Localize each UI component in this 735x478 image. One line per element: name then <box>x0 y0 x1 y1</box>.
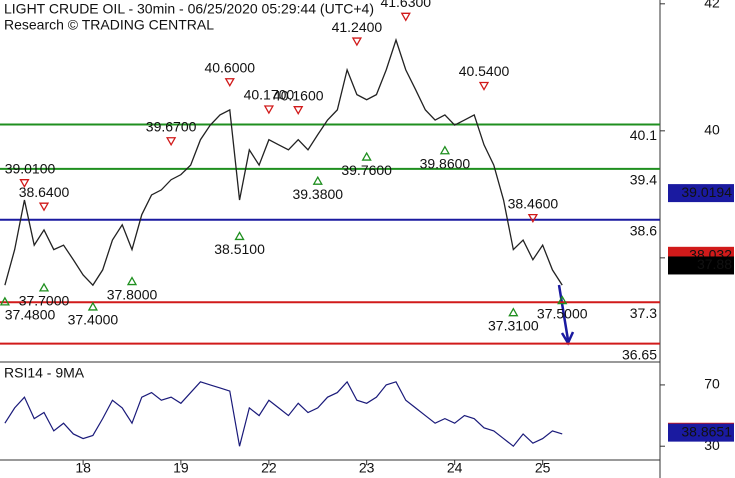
annotation-label: 38.4600 <box>508 195 559 211</box>
high-marker <box>165 137 177 147</box>
chart-title: LIGHT CRUDE OIL - 30min - 06/25/2020 05:… <box>4 1 374 17</box>
low-marker <box>508 307 519 317</box>
price-tag <box>668 423 734 442</box>
level-label: 38.6 <box>630 222 657 238</box>
high-marker <box>293 106 304 115</box>
y-tick-label: 42 <box>704 0 720 11</box>
low-marker <box>234 231 245 241</box>
high-marker <box>527 213 539 223</box>
annotation-label: 37.8000 <box>107 286 158 302</box>
low-marker <box>312 175 323 185</box>
low-marker <box>0 296 11 306</box>
annotation-label: 38.6400 <box>19 184 70 200</box>
y-tick-label: 40 <box>704 122 720 138</box>
low-marker <box>439 145 451 155</box>
price-tag-label: 37.88 <box>697 256 732 272</box>
high-marker <box>351 37 363 47</box>
high-marker <box>478 81 490 91</box>
high-marker <box>400 12 411 22</box>
low-marker <box>557 295 568 305</box>
annotation-label: 37.5000 <box>537 305 588 321</box>
x-tick-label: 19 <box>173 460 189 476</box>
low-marker <box>361 151 372 161</box>
rsi-tick-label: 70 <box>704 376 720 392</box>
level-label: 37.3 <box>630 305 657 321</box>
annotation-label: 41.6300 <box>380 0 431 10</box>
x-tick-label: 25 <box>535 460 551 476</box>
level-label: 39.4 <box>630 172 657 188</box>
price-tag-label: 38.8651 <box>681 423 732 439</box>
annotation-label: 40.1600 <box>273 87 324 103</box>
annotation-label: 39.6700 <box>146 118 197 134</box>
annotation-label: 38.5100 <box>214 241 265 257</box>
low-marker <box>38 282 50 292</box>
low-marker <box>87 301 99 311</box>
high-marker <box>19 179 30 189</box>
annotation-label: 39.0100 <box>5 160 56 176</box>
rsi-line <box>4 380 563 448</box>
low-marker <box>126 276 138 286</box>
annotation-label: 41.2400 <box>332 19 383 35</box>
annotation-label: 40.6000 <box>204 59 255 75</box>
x-tick-label: 18 <box>75 460 91 476</box>
high-marker <box>38 202 50 212</box>
annotation-label: 37.3100 <box>488 317 539 333</box>
annotation-label: 39.8600 <box>420 155 471 171</box>
price-tag <box>668 184 734 203</box>
annotation-label: 40.1700 <box>244 87 295 103</box>
annotation-label: 37.4800 <box>5 307 56 323</box>
x-tick-label: 24 <box>447 460 463 476</box>
annotation-label: 37.4000 <box>68 312 119 328</box>
level-label: 36.65 <box>622 346 657 362</box>
x-tick-label: 22 <box>261 460 277 476</box>
chart-subtitle: Research © TRADING CENTRAL <box>4 17 214 33</box>
annotation-label: 39.7600 <box>341 162 392 178</box>
high-marker <box>224 78 235 88</box>
annotation-label: 39.3800 <box>292 186 343 202</box>
price-tag-label: 39.0194 <box>681 184 732 200</box>
x-tick-label: 23 <box>359 460 375 476</box>
price-tag <box>668 256 734 275</box>
price-line <box>4 37 563 287</box>
high-marker <box>263 105 275 115</box>
rsi-title: RSI14 - 9MA <box>4 365 85 381</box>
annotation-label: 37.7000 <box>19 293 70 309</box>
annotation-label: 40.5400 <box>459 63 510 79</box>
level-label: 40.1 <box>630 127 657 143</box>
